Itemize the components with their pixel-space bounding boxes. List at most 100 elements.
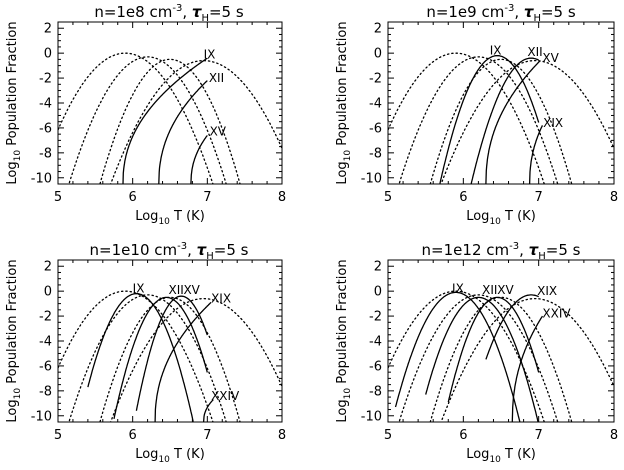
x-tick-label: 6 xyxy=(129,428,137,443)
y-tick-label: -10 xyxy=(361,409,382,424)
ion-label: XII xyxy=(169,283,184,297)
x-tick-label: 8 xyxy=(610,428,618,443)
y-tick-label: -4 xyxy=(39,335,52,350)
series-1-line xyxy=(58,290,214,422)
series-7-line xyxy=(447,296,540,403)
ion-label: IX xyxy=(133,282,145,296)
y-tick-label: -8 xyxy=(369,384,382,399)
series-7-line xyxy=(135,295,208,411)
series-5-line xyxy=(439,54,540,184)
series-1-line xyxy=(58,52,214,184)
series-4-line xyxy=(440,59,614,184)
y-tick-label: 2 xyxy=(44,260,52,275)
y-tick-label: 0 xyxy=(44,285,52,300)
series-3-line xyxy=(99,58,241,184)
ion-label: IX xyxy=(204,47,216,61)
ion-label: IX xyxy=(452,282,464,296)
y-tick-label: -6 xyxy=(39,121,52,136)
series-3-line xyxy=(99,296,241,422)
y-tick-label: 0 xyxy=(44,47,52,62)
series-1-line xyxy=(388,52,545,184)
y-tick-label: -10 xyxy=(361,171,382,186)
series-5-line xyxy=(122,57,208,184)
ion-label: XII xyxy=(527,45,542,59)
series-3-line xyxy=(429,58,573,184)
x-tick-label: 6 xyxy=(459,190,467,205)
ion-label: XXIV xyxy=(211,389,240,403)
x-tick-label: 6 xyxy=(129,190,137,205)
x-tick-label: 7 xyxy=(535,428,543,443)
y-tick-label: -4 xyxy=(369,335,382,350)
series-5-line xyxy=(394,291,521,422)
series-7-line xyxy=(190,135,208,184)
panel-4: n=1e12 cm-3, τH=5 s 5 6 7 8 2 0 -2 -4 -6 -8 -10 Log1… xyxy=(335,241,618,465)
x-axis-label: Log10 T (K) xyxy=(466,447,536,465)
ion-label: XII xyxy=(482,283,497,297)
y-tick-label: -6 xyxy=(39,359,52,374)
ion-label: XV xyxy=(497,283,514,297)
y-tick-label: 2 xyxy=(44,22,52,37)
x-tick-label: 8 xyxy=(610,190,618,205)
y-tick-label: -8 xyxy=(369,146,382,161)
series-5-line xyxy=(87,292,194,422)
x-tick-label: 7 xyxy=(203,428,211,443)
panel-title: n=1e10 cm-3, τH=5 s xyxy=(90,241,249,262)
y-tick-label: -10 xyxy=(31,409,52,424)
ion-label: XV xyxy=(210,125,227,139)
x-axis-label: Log10 T (K) xyxy=(466,209,536,227)
ion-label: XXIV xyxy=(542,307,571,321)
x-axis-label: Log10 T (K) xyxy=(135,447,205,465)
series-2-line xyxy=(398,56,559,184)
panel-3: n=1e10 cm-3, τH=5 s 5 6 7 8 2 0 -2 -4 -6 -8 -10 Log1… xyxy=(5,241,286,465)
series-9-line xyxy=(202,399,214,422)
panel-title: n=1e12 cm-3, τH=5 s xyxy=(422,241,581,262)
series-8-line xyxy=(154,301,212,422)
ion-label: XV xyxy=(183,283,200,297)
series-6-line xyxy=(425,296,539,422)
y-tick-label: -4 xyxy=(39,97,52,112)
series-4-line xyxy=(109,297,282,422)
ion-label: XII xyxy=(209,71,224,85)
series-6-line xyxy=(113,296,208,420)
panel-1: n=1e8 cm-3, τH=5 s 5 6 7 8 2 0 -2 -4 -6 -8 -10 Log10… xyxy=(5,3,286,227)
y-tick-label: 0 xyxy=(374,47,382,62)
ion-label: XIX xyxy=(543,116,563,130)
series-3-line xyxy=(429,296,573,422)
ion-label: XV xyxy=(542,51,559,65)
x-tick-label: 8 xyxy=(278,428,286,443)
series-8-line xyxy=(528,125,544,184)
series-9-line xyxy=(511,315,543,422)
y-tick-label: 0 xyxy=(374,285,382,300)
y-axis-label: Log10 Population Fraction xyxy=(335,259,353,422)
y-axis-label: Log10 Population Fraction xyxy=(335,21,353,184)
y-tick-label: -10 xyxy=(31,171,52,186)
x-tick-label: 5 xyxy=(54,428,62,443)
series-7-line xyxy=(485,60,541,184)
x-tick-label: 7 xyxy=(203,190,211,205)
y-tick-label: 2 xyxy=(374,260,382,275)
x-tick-label: 7 xyxy=(535,190,543,205)
x-tick-label: 5 xyxy=(384,190,392,205)
series-2-line xyxy=(68,56,227,184)
y-tick-label: -4 xyxy=(369,97,382,112)
ion-label: XIX xyxy=(537,284,557,298)
ion-label: IX xyxy=(490,44,502,58)
series-2-line xyxy=(68,294,227,422)
y-tick-label: -2 xyxy=(39,310,52,325)
y-tick-label: -2 xyxy=(369,72,382,87)
series-6-line xyxy=(470,57,539,184)
y-tick-label: 2 xyxy=(374,22,382,37)
series-1-line xyxy=(388,290,545,422)
x-tick-label: 5 xyxy=(384,428,392,443)
series-8-line xyxy=(485,294,539,360)
y-axis-label: Log10 Population Fraction xyxy=(5,259,23,422)
plot-frame xyxy=(57,21,283,185)
ion-label: XIX xyxy=(211,292,231,306)
y-tick-label: -8 xyxy=(39,146,52,161)
x-tick-label: 6 xyxy=(459,428,467,443)
series-2-line xyxy=(398,294,559,422)
y-tick-label: -6 xyxy=(369,121,382,136)
y-tick-label: -2 xyxy=(39,72,52,87)
panel-2: n=1e9 cm-3, τH=5 s 5 6 7 8 2 0 -2 -4 -6 -8 -10 Log10… xyxy=(335,3,618,227)
